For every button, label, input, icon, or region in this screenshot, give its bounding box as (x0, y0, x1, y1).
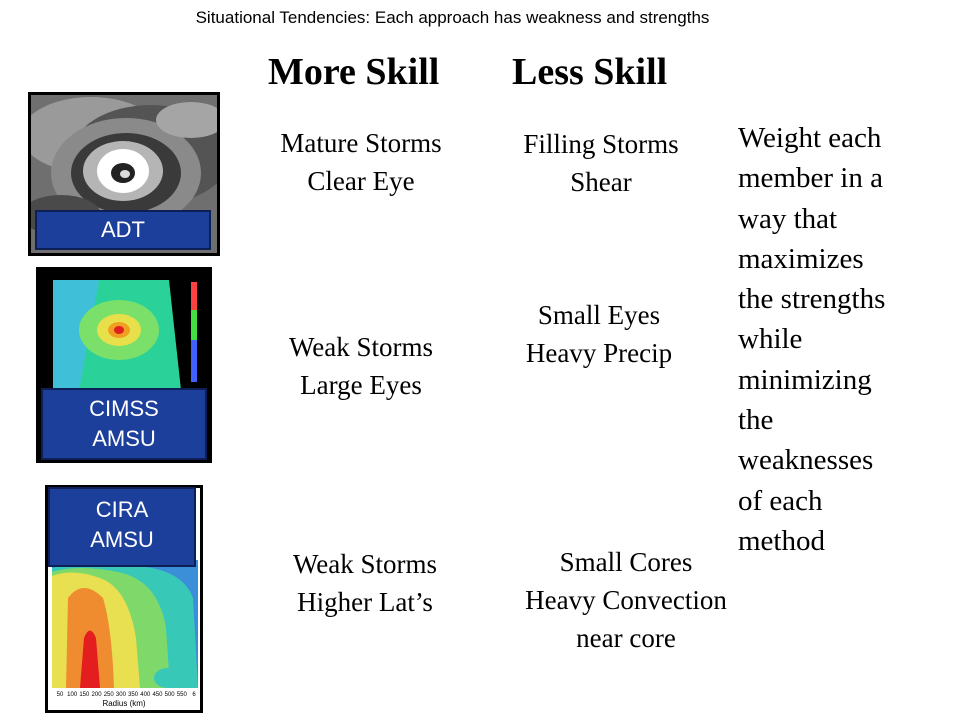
cira-tick-label: 200 (92, 692, 103, 698)
cira-tick-label: 250 (104, 692, 115, 698)
cira-tick-label: 6 (192, 692, 196, 698)
less-skill-cimss: Small Eyes Heavy Precip (525, 300, 673, 368)
cira-tick-label: 100 (67, 692, 78, 698)
more-skill-cimss: Weak Storms Large Eyes (288, 332, 434, 400)
less-skill-cira: Small Cores Heavy Convection near core (525, 547, 727, 653)
cira-tick-label: 500 (165, 692, 176, 698)
cira-axis-label: Radius (km) (102, 699, 145, 708)
cira-tick-label: 300 (116, 692, 127, 698)
adt-label: ADT (35, 210, 211, 250)
cira-tick-label: 450 (152, 692, 163, 698)
weighting-note: Weight each member in a way that maximiz… (738, 122, 886, 557)
cira-tick-label: 350 (128, 692, 139, 698)
more-skill-adt: Mature Storms Clear Eye (280, 128, 442, 196)
more-skill-header: More Skill (268, 51, 440, 93)
slide-title: Situational Tendencies: Each approach ha… (195, 8, 710, 27)
cira-tick-label: 50 (57, 692, 64, 698)
cimss-amsu-label: CIMSS AMSU (41, 388, 207, 460)
cira-amsu-label: CIRA AMSU (48, 487, 196, 567)
cira-tick-label: 150 (79, 692, 90, 698)
less-skill-adt: Filling Storms Shear (523, 129, 679, 197)
less-skill-header: Less Skill (512, 51, 668, 93)
cira-tick-label: 400 (140, 692, 151, 698)
more-skill-cira: Weak Storms Higher Lat’s (292, 549, 438, 617)
cira-tick-label: 550 (177, 692, 188, 698)
